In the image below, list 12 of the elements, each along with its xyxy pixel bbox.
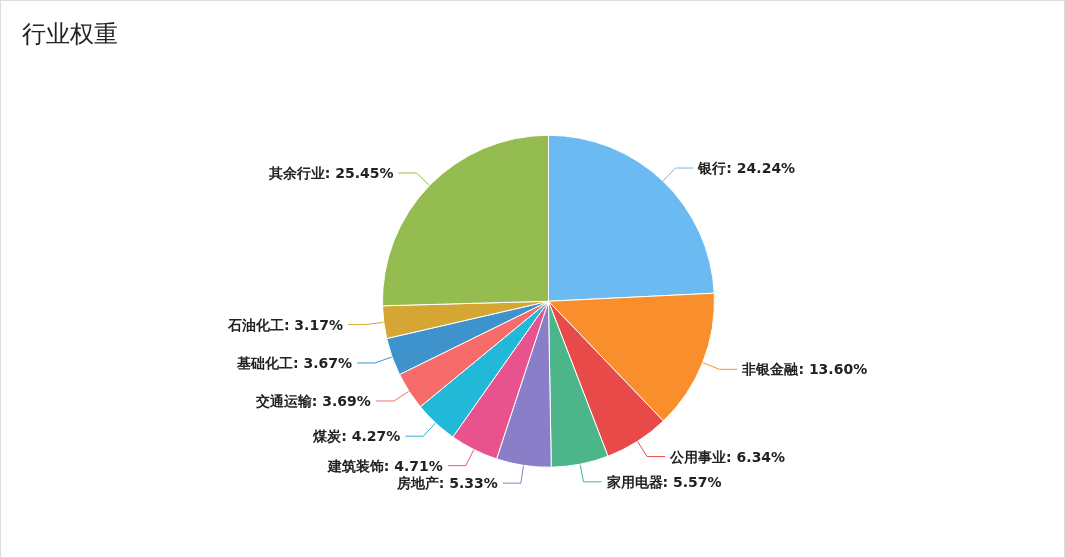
slice-label: 其余行业: 25.45% (267, 164, 394, 181)
slice-label: 公用事业: 6.34% (669, 448, 786, 465)
chart-title: 行业权重 (22, 20, 118, 48)
slice-label: 交通运输: 3.69% (254, 393, 371, 410)
slice-label: 家用电器: 5.57% (605, 473, 722, 490)
slice-label: 基础化工: 3.67% (236, 354, 353, 371)
slice-label: 建筑装饰: 4.71% (326, 457, 443, 474)
slice-label: 房地产: 5.33% (395, 475, 498, 492)
slice-label: 石油化工: 3.17% (226, 316, 343, 333)
slice-label: 煤炭: 4.27% (312, 428, 401, 445)
slice-label: 银行: 24.24% (697, 160, 796, 177)
slice-label: 非银金融: 13.60% (741, 361, 868, 378)
